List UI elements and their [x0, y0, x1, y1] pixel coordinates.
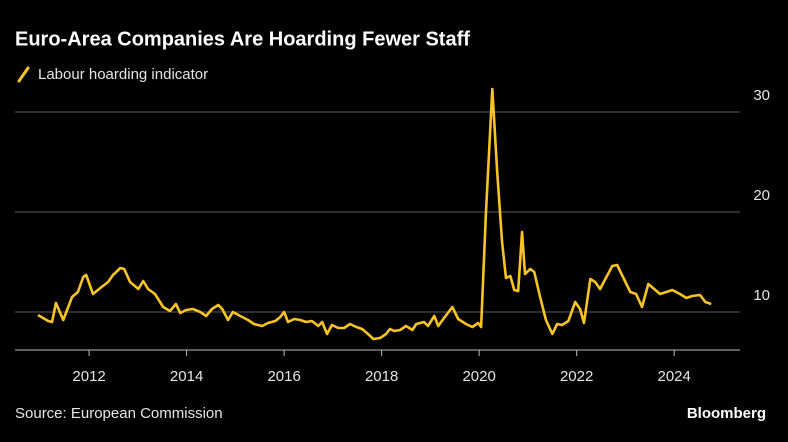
x-tick-label: 2014 — [170, 368, 203, 385]
legend-swatch — [17, 66, 30, 83]
y-tick-label: 20 — [753, 187, 770, 204]
legend-label: Labour hoarding indicator — [38, 66, 208, 83]
source: Source: European Commission — [15, 405, 223, 422]
y-tick-label: 30 — [753, 87, 770, 104]
x-tick-label: 2024 — [657, 368, 690, 385]
chart-title: Euro-Area Companies Are Hoarding Fewer S… — [15, 28, 470, 50]
x-tick-label: 2012 — [72, 368, 105, 385]
x-tick-label: 2022 — [560, 368, 593, 385]
x-tick-label: 2018 — [365, 368, 398, 385]
brand: Bloomberg — [687, 405, 766, 422]
series-line — [37, 87, 712, 341]
y-tick-label: 10 — [753, 287, 770, 304]
x-tick-label: 2020 — [462, 368, 495, 385]
x-tick-label: 2016 — [267, 368, 300, 385]
